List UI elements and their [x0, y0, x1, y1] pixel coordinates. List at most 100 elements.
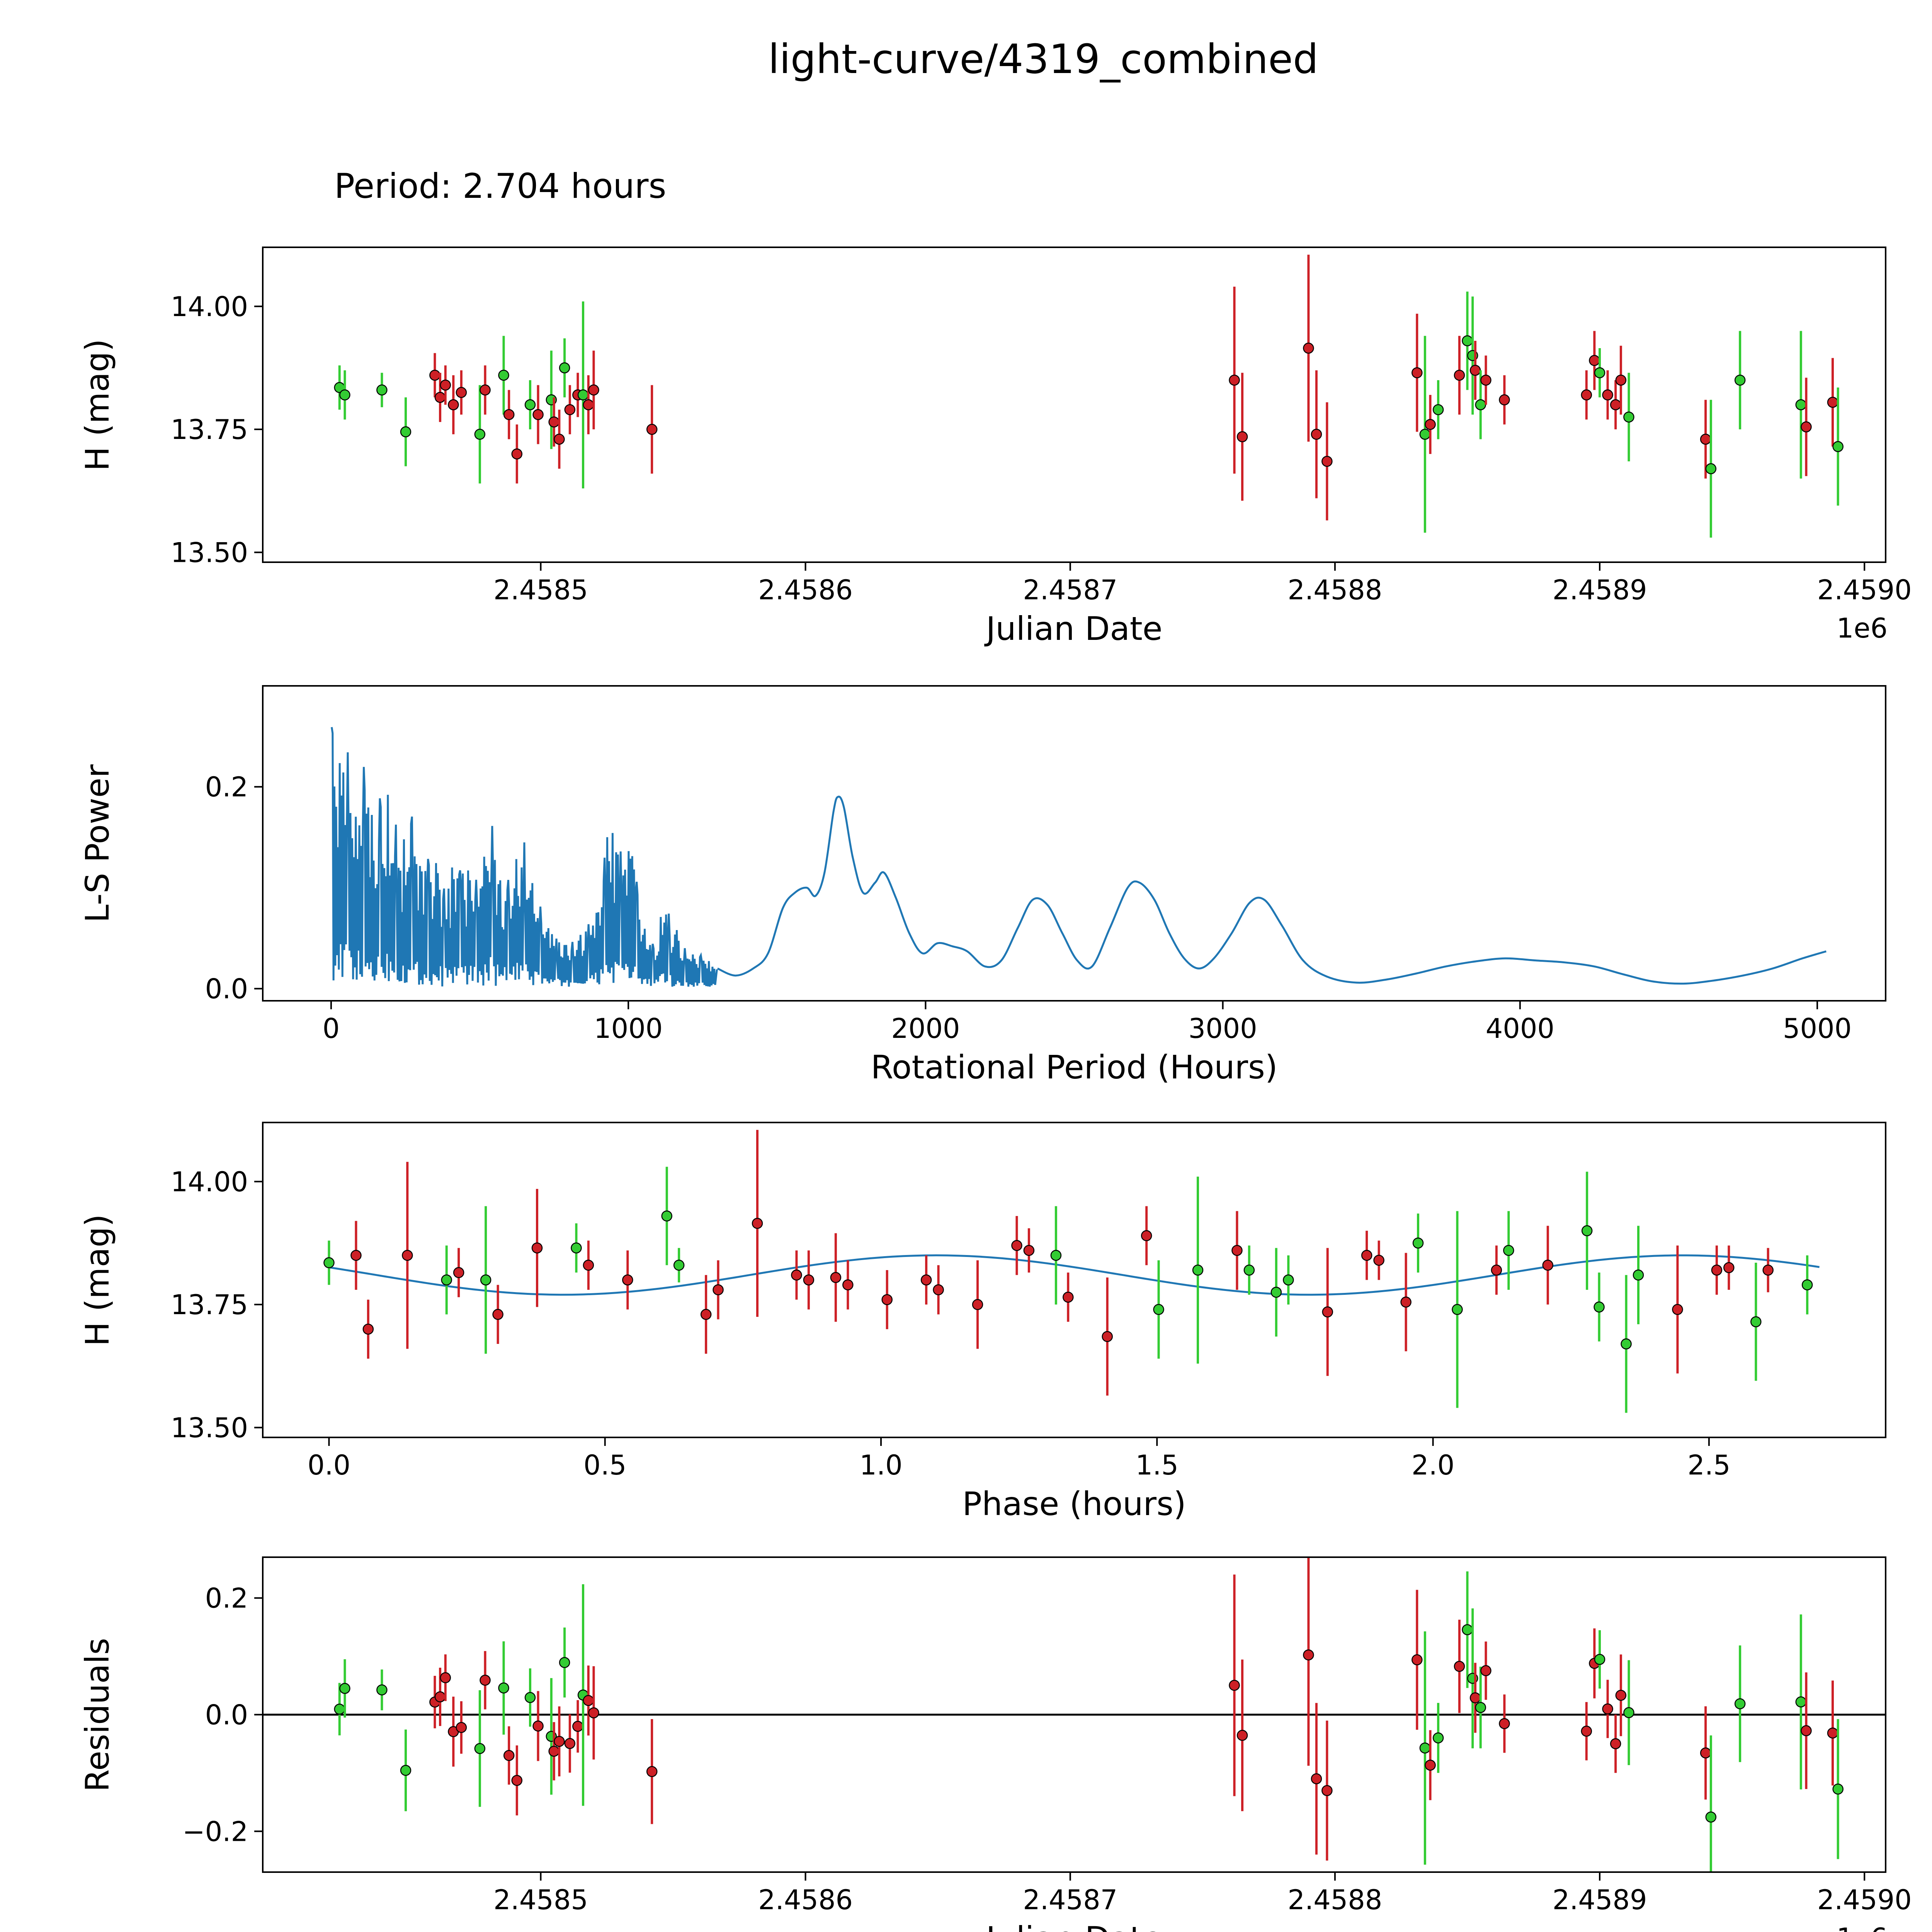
residuals-vs-jd-xtick-label: 2.4589	[1553, 1884, 1647, 1916]
data-point	[1469, 365, 1481, 376]
residuals-vs-jd-ytick-label: 0.2	[205, 1583, 248, 1614]
data-point	[1141, 1230, 1152, 1242]
data-point	[376, 1684, 388, 1696]
data-point	[440, 379, 451, 391]
data-point	[1321, 1785, 1333, 1796]
data-point	[1303, 1649, 1314, 1661]
light-curve-vs-jd-xtick-label: 2.4590	[1817, 574, 1912, 606]
data-point	[881, 1294, 893, 1305]
data-point	[572, 1721, 583, 1732]
data-point	[362, 1323, 374, 1335]
xlabel-periodogram: Rotational Period (Hours)	[871, 1048, 1278, 1086]
phased-light-curve-ytick-label: 13.50	[171, 1412, 248, 1444]
residuals-vs-jd-xtick-label: 2.4586	[758, 1884, 853, 1916]
phased-light-curve-xtick-label: 0.5	[583, 1449, 626, 1481]
data-point	[559, 1657, 570, 1668]
data-point	[1432, 404, 1444, 415]
phased-light-curve-xtick-label: 1.0	[859, 1449, 902, 1481]
data-point	[1480, 1665, 1492, 1676]
data-point	[803, 1274, 815, 1286]
ylabel-residuals: Residuals	[78, 1638, 116, 1792]
data-point	[1734, 1698, 1746, 1709]
data-point	[1475, 399, 1486, 410]
data-point	[1700, 434, 1711, 445]
light-curve-vs-jd-xticks: 2.4585 2.4586 2.4587 2.4588 2.4589 2.4590	[493, 562, 1912, 606]
axis-offset-label-bottom: 1e6	[1837, 1922, 1888, 1932]
data-point	[1581, 1726, 1592, 1737]
data-point	[713, 1284, 724, 1296]
data-point	[503, 1750, 515, 1761]
data-point	[474, 1743, 486, 1754]
data-point	[434, 392, 446, 403]
residuals-vs-jd-xticks: 2.4585 2.4586 2.4587 2.4588 2.4589 2.4590	[493, 1872, 1912, 1916]
data-point	[1412, 1654, 1423, 1665]
data-point	[429, 369, 440, 381]
data-point	[564, 1738, 576, 1749]
data-point	[1412, 367, 1423, 378]
residuals-vs-jd-yticks: −0.2 0.0 0.2	[182, 1583, 263, 1847]
data-point	[1615, 374, 1627, 386]
data-point	[1542, 1260, 1553, 1271]
data-point	[1589, 355, 1600, 366]
data-point	[1419, 429, 1431, 440]
data-point	[1303, 342, 1314, 354]
data-point	[571, 1242, 582, 1253]
data-point	[1243, 1264, 1255, 1276]
data-point	[1192, 1264, 1204, 1276]
data-point	[1705, 463, 1717, 474]
residuals-vs-jd-xtick-label: 2.4585	[493, 1884, 588, 1916]
data-point	[448, 399, 459, 410]
data-point	[1750, 1316, 1762, 1327]
data-point	[1827, 1727, 1838, 1739]
data-point	[1633, 1269, 1644, 1281]
data-point	[1373, 1255, 1384, 1266]
ylabel-periodogram: L-S Power	[78, 764, 116, 923]
data-point	[456, 1722, 467, 1733]
data-point	[400, 426, 412, 437]
residuals-vs-jd-xtick-label: 2.4588	[1287, 1884, 1382, 1916]
data-point	[583, 1695, 594, 1706]
data-point	[1801, 1279, 1813, 1291]
data-point	[1011, 1240, 1022, 1251]
data-point	[1762, 1264, 1774, 1276]
xlabel-residuals: Julian Date	[986, 1920, 1163, 1932]
data-point	[400, 1765, 412, 1776]
data-point	[480, 1274, 492, 1286]
data-point	[661, 1210, 672, 1222]
data-point	[1795, 399, 1807, 410]
data-point	[1475, 1702, 1486, 1713]
data-point	[524, 399, 536, 410]
data-point	[456, 387, 467, 398]
lomb-scargle-periodogram-xtick-label: 5000	[1783, 1013, 1852, 1044]
lomb-scargle-periodogram-xtick-label: 0	[323, 1013, 340, 1044]
data-point	[842, 1279, 854, 1291]
data-point	[532, 409, 544, 420]
data-point	[1491, 1264, 1502, 1276]
data-point	[646, 423, 658, 435]
data-point	[503, 409, 515, 420]
phased-light-curve-axes: 0.0 0.5 1.0 1.5 2.0 2.5 13.50 13.75 14.00	[171, 1122, 1886, 1481]
phased-light-curve-xtick-label: 0.0	[308, 1449, 350, 1481]
data-point	[453, 1267, 464, 1278]
fit-curve	[329, 1254, 1820, 1296]
residuals-vs-jd-xtick-label: 2.4590	[1817, 1884, 1912, 1916]
phased-light-curve-xtick-label: 1.5	[1136, 1449, 1179, 1481]
data-point	[1832, 441, 1844, 452]
data-point	[1462, 335, 1473, 347]
data-point	[1623, 412, 1634, 423]
axis-offset-label-top: 1e6	[1836, 612, 1888, 644]
light-curve-vs-jd-frame	[262, 247, 1886, 563]
data-point	[1270, 1287, 1282, 1298]
data-point	[1231, 1245, 1243, 1256]
xlabel-lightcurve: Julian Date	[986, 610, 1163, 648]
data-point	[1432, 1732, 1444, 1743]
residuals-vs-jd-xtick-label: 2.4587	[1023, 1884, 1117, 1916]
data-point	[933, 1284, 944, 1296]
data-point	[339, 1683, 350, 1694]
lomb-scargle-periodogram-yticks: 0.0 0.2	[205, 771, 263, 1005]
lomb-scargle-periodogram-frame	[262, 685, 1886, 1002]
data-point	[1615, 1690, 1627, 1701]
data-point	[583, 1260, 594, 1271]
phased-light-curve-xtick-label: 2.5	[1687, 1449, 1730, 1481]
